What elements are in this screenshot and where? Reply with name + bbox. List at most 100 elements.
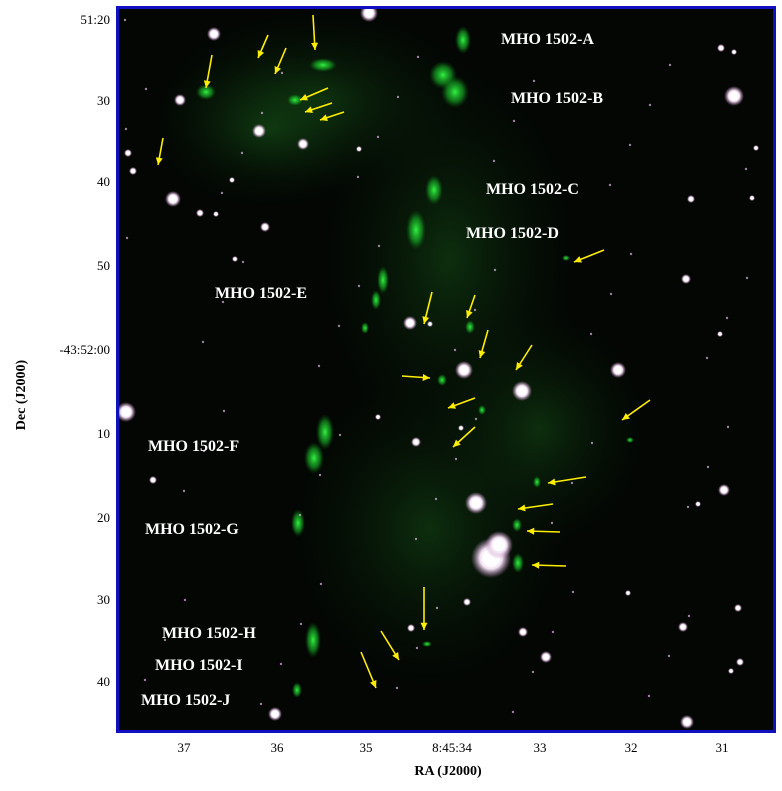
star-core: [683, 276, 689, 282]
emission-knot: [377, 266, 389, 294]
faint-star: [744, 167, 748, 171]
star-core: [543, 654, 549, 660]
arrow-head: [305, 106, 313, 114]
x-tick-label: 33: [533, 740, 547, 755]
star-core: [750, 196, 754, 200]
y-tick-label: -43:52:00: [59, 342, 110, 357]
faint-star: [182, 489, 186, 493]
faint-star: [609, 292, 613, 296]
star-core: [177, 97, 183, 103]
faint-star: [143, 678, 147, 682]
x-tick-label: 36: [270, 740, 284, 755]
emission-knot: [425, 175, 443, 205]
faint-star: [589, 332, 593, 336]
faint-star: [338, 433, 342, 437]
arrow-head: [320, 114, 328, 122]
faint-star: [570, 481, 574, 485]
y-tick-label: 10: [97, 426, 110, 441]
emission-knot: [292, 682, 302, 698]
y-tick-label: 20: [97, 510, 110, 525]
arrow-head: [392, 652, 399, 660]
faint-star: [280, 71, 284, 75]
faint-star: [298, 513, 302, 517]
star-core: [471, 498, 481, 508]
faint-star: [454, 457, 458, 461]
arrow-head: [466, 310, 473, 318]
star-core: [520, 629, 526, 635]
emission-knot: [361, 322, 369, 334]
star-core: [689, 197, 693, 201]
yellow-arrows: [155, 14, 651, 689]
faint-star: [667, 654, 671, 658]
arrow-head: [370, 680, 377, 688]
star-core: [492, 538, 506, 552]
star-core: [126, 151, 130, 155]
emission-knot: [309, 58, 337, 72]
faint-star: [221, 300, 225, 304]
emission-knot: [316, 414, 334, 450]
emission-knot: [437, 374, 447, 386]
faint-star: [511, 710, 515, 714]
star-core: [680, 624, 686, 630]
faint-star: [435, 606, 439, 610]
arrow-head: [548, 478, 556, 486]
arrow-head: [422, 374, 430, 381]
faint-star: [474, 417, 478, 421]
star-core: [459, 426, 463, 430]
label-mho-1502-h: MHO 1502-H: [162, 625, 256, 642]
arrow-head: [274, 66, 282, 74]
y-tick-label: 30: [97, 93, 110, 108]
faint-star: [377, 244, 381, 248]
faint-star: [532, 79, 536, 83]
x-tick-label: 8:45:34: [432, 740, 472, 755]
h2-emission-knots: [196, 26, 634, 698]
star-core: [151, 478, 155, 482]
star-core: [406, 319, 414, 327]
star-core: [233, 257, 237, 261]
faint-star: [163, 638, 167, 642]
emission-knot: [455, 26, 471, 54]
star-core: [729, 669, 733, 673]
arrow-head: [574, 256, 582, 263]
faint-star: [319, 582, 323, 586]
arrow-head: [422, 316, 430, 324]
diffuse-emission: [149, 9, 649, 689]
faint-star: [473, 308, 477, 312]
y-tick-label: 40: [97, 174, 110, 189]
star-core: [736, 606, 740, 610]
arrow-head: [453, 439, 461, 447]
y-tick-label: 40: [97, 674, 110, 689]
x-tick-label: 37: [177, 740, 191, 755]
emission-knot: [562, 255, 570, 261]
emission-knot: [371, 290, 381, 310]
faint-star: [260, 111, 264, 115]
diffuse-glow: [429, 309, 649, 549]
faint-star: [629, 252, 633, 256]
faint-star: [492, 159, 496, 163]
star-core: [376, 415, 380, 419]
label-mho-1502-g: MHO 1502-G: [145, 521, 239, 538]
x-tick-label: 31: [715, 740, 729, 755]
faint-star: [241, 260, 245, 264]
star-core: [364, 9, 374, 18]
emission-knot: [512, 518, 522, 532]
faint-star: [125, 236, 129, 240]
star-core: [738, 660, 742, 664]
star-core: [754, 146, 758, 150]
faint-star: [201, 340, 205, 344]
star-core: [214, 212, 218, 216]
x-axis-title: RA (J2000): [414, 764, 482, 779]
star-core: [131, 169, 135, 173]
star-core: [121, 407, 131, 417]
star-core: [696, 502, 700, 506]
star-core: [357, 147, 361, 151]
faint-star: [162, 529, 166, 533]
faint-star: [144, 87, 148, 91]
arrow-head: [518, 504, 526, 512]
faint-star: [124, 127, 128, 131]
arrow-head: [532, 561, 540, 569]
arrow-head: [448, 402, 456, 409]
label-mho-1502-b: MHO 1502-B: [511, 90, 603, 107]
star-core: [169, 195, 177, 203]
faint-star: [279, 662, 283, 666]
